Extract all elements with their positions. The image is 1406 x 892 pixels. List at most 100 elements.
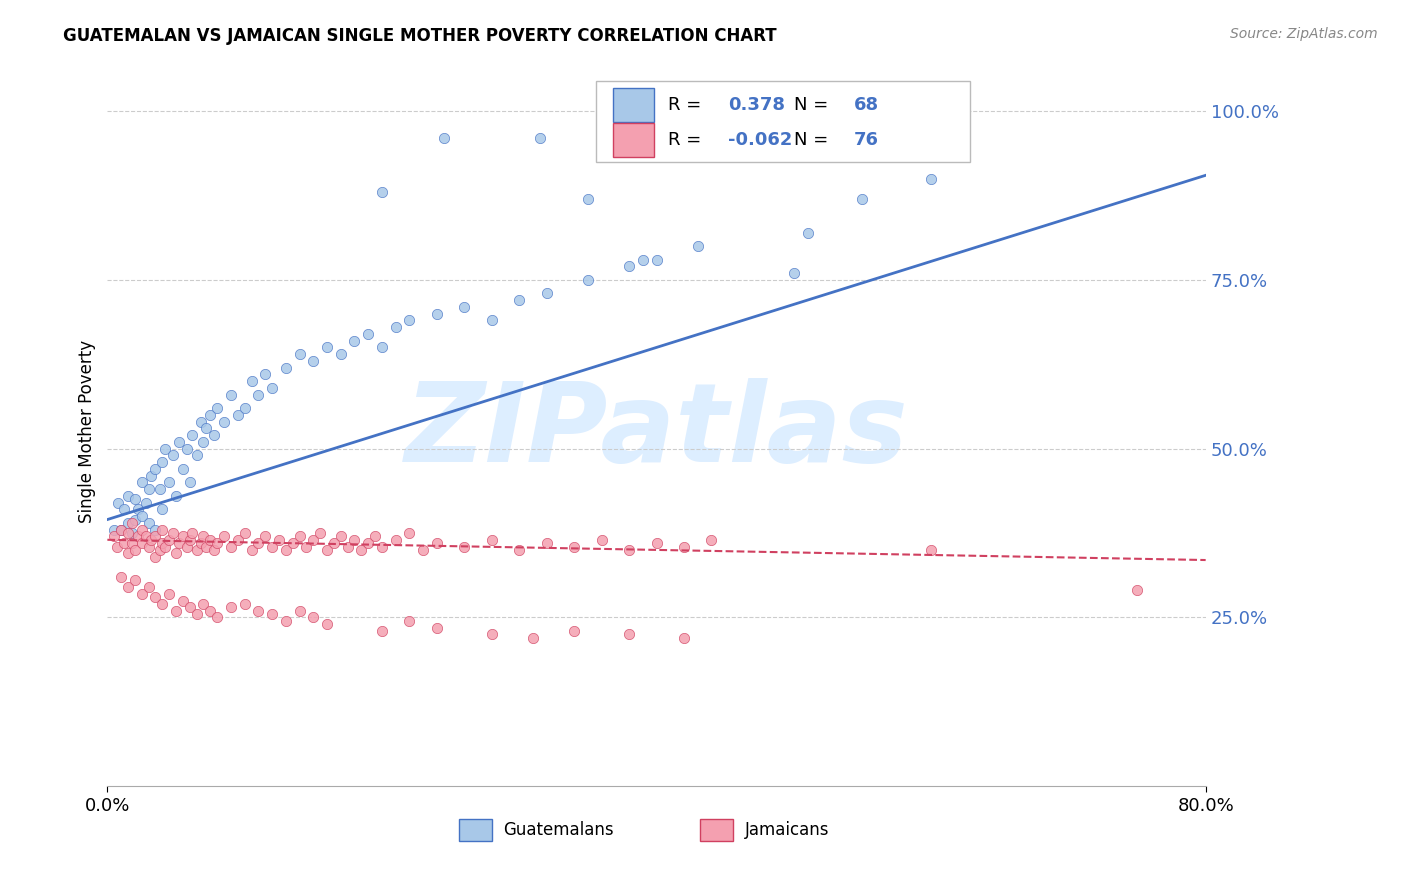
- Point: [398, 526, 420, 541]
- Point: [576, 192, 599, 206]
- Point: [631, 252, 654, 267]
- Point: [371, 540, 394, 554]
- Point: [110, 523, 132, 537]
- Text: 0.378: 0.378: [728, 96, 785, 114]
- Point: [371, 340, 394, 354]
- Point: [645, 536, 668, 550]
- Point: [254, 529, 277, 543]
- Point: [176, 540, 198, 554]
- Point: [322, 536, 344, 550]
- Point: [145, 462, 167, 476]
- Point: [329, 529, 352, 543]
- Point: [117, 516, 139, 530]
- Point: [121, 526, 143, 541]
- Point: [302, 533, 325, 547]
- Point: [148, 482, 170, 496]
- Point: [150, 536, 173, 550]
- Point: [190, 415, 212, 429]
- Point: [288, 347, 311, 361]
- Point: [124, 492, 146, 507]
- Point: [117, 580, 139, 594]
- Point: [316, 542, 339, 557]
- Point: [153, 442, 176, 456]
- Point: [127, 502, 149, 516]
- Point: [117, 489, 139, 503]
- Point: [112, 502, 135, 516]
- Point: [274, 614, 297, 628]
- Point: [357, 326, 380, 341]
- Point: [150, 455, 173, 469]
- Point: [135, 496, 157, 510]
- Point: [329, 347, 352, 361]
- Point: [200, 604, 222, 618]
- Point: [162, 526, 184, 541]
- Point: [131, 523, 153, 537]
- Point: [672, 540, 695, 554]
- Point: [200, 408, 222, 422]
- Point: [167, 434, 190, 449]
- Point: [645, 252, 668, 267]
- Text: N =: N =: [794, 96, 834, 114]
- Point: [343, 533, 366, 547]
- Text: 68: 68: [855, 96, 879, 114]
- Point: [262, 381, 284, 395]
- Point: [195, 540, 218, 554]
- Point: [617, 542, 640, 557]
- Point: [112, 536, 135, 550]
- Point: [433, 131, 456, 145]
- Point: [162, 449, 184, 463]
- Point: [412, 542, 434, 557]
- Point: [226, 533, 249, 547]
- Point: [508, 542, 530, 557]
- Point: [153, 540, 176, 554]
- Point: [288, 604, 311, 618]
- FancyBboxPatch shape: [596, 81, 970, 162]
- Point: [131, 536, 153, 550]
- Point: [398, 614, 420, 628]
- Point: [240, 374, 263, 388]
- Point: [145, 529, 167, 543]
- Point: [186, 607, 208, 621]
- Point: [384, 533, 406, 547]
- Text: Guatemalans: Guatemalans: [503, 821, 613, 839]
- Point: [672, 631, 695, 645]
- Point: [617, 260, 640, 274]
- Point: [851, 192, 873, 206]
- Point: [336, 540, 359, 554]
- Point: [920, 542, 942, 557]
- Point: [796, 226, 818, 240]
- Point: [135, 529, 157, 543]
- Point: [686, 239, 709, 253]
- Point: [576, 273, 599, 287]
- Bar: [613, 123, 654, 157]
- Point: [127, 529, 149, 543]
- Point: [364, 529, 387, 543]
- Point: [186, 542, 208, 557]
- Text: R =: R =: [668, 130, 706, 149]
- Point: [783, 266, 806, 280]
- Point: [131, 475, 153, 490]
- Point: [157, 533, 180, 547]
- Text: ZIPatlas: ZIPatlas: [405, 378, 908, 485]
- Point: [920, 171, 942, 186]
- Point: [204, 428, 226, 442]
- Text: Jamaicans: Jamaicans: [744, 821, 830, 839]
- Point: [103, 523, 125, 537]
- Point: [193, 434, 215, 449]
- Point: [302, 354, 325, 368]
- Point: [150, 523, 173, 537]
- Point: [247, 604, 270, 618]
- Point: [295, 540, 318, 554]
- Point: [316, 617, 339, 632]
- Point: [233, 401, 256, 416]
- Point: [205, 536, 228, 550]
- Point: [107, 496, 129, 510]
- Point: [481, 313, 503, 327]
- Point: [233, 597, 256, 611]
- Point: [138, 482, 160, 496]
- Point: [165, 604, 187, 618]
- Bar: [700, 820, 734, 841]
- Point: [181, 526, 204, 541]
- Point: [481, 627, 503, 641]
- Point: [150, 597, 173, 611]
